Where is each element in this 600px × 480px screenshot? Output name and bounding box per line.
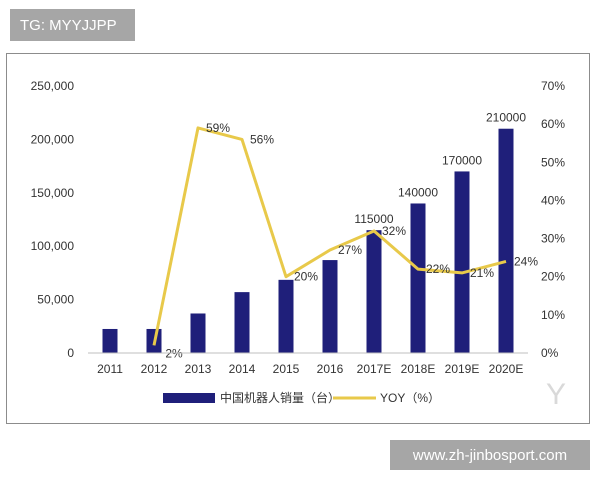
right-tick-label: 70%	[541, 79, 565, 93]
bar	[102, 328, 118, 353]
bar	[322, 260, 338, 353]
x-tick-label: 2011	[97, 362, 123, 376]
left-tick-label: 100,000	[31, 239, 75, 253]
legend-bar-swatch	[163, 393, 215, 403]
bar	[234, 292, 250, 353]
bar	[278, 279, 294, 353]
yoy-value-label: 59%	[206, 121, 230, 135]
bar	[190, 313, 206, 353]
yoy-value-label: 21%	[470, 266, 494, 280]
x-tick-label: 2013	[185, 362, 212, 376]
legend-line-label: YOY（%）	[380, 391, 440, 405]
left-axis: 0 50,000 100,000 150,000 200,000 250,000	[31, 79, 75, 360]
right-tick-label: 40%	[541, 193, 565, 207]
yoy-value-label: 56%	[250, 132, 274, 146]
yoy-value-label: 20%	[294, 270, 318, 284]
bar	[366, 230, 382, 353]
x-tick-label: 2019E	[445, 362, 480, 376]
bar-value-label: 210000	[486, 111, 526, 125]
left-tick-label: 50,000	[37, 293, 74, 307]
yoy-value-label: 22%	[426, 262, 450, 276]
right-axis: 0% 10% 20% 30% 40% 50% 60% 70%	[541, 79, 565, 360]
bar-data-labels: 115000 140000 170000 210000	[354, 111, 526, 226]
yoy-value-label: 32%	[382, 224, 406, 238]
yoy-line	[152, 126, 507, 346]
left-tick-label: 0	[67, 346, 74, 360]
right-tick-label: 30%	[541, 232, 565, 246]
footer-tag: www.zh-jinbosport.com	[390, 440, 590, 470]
x-tick-label: 2018E	[401, 362, 436, 376]
x-tick-label: 2012	[141, 362, 168, 376]
yoy-line-series	[152, 126, 507, 346]
bar	[410, 203, 426, 353]
legend: 中国机器人销量（台） YOY（%）	[163, 390, 440, 405]
x-tick-label: 2014	[229, 362, 256, 376]
bar	[498, 128, 514, 353]
bar-value-label: 140000	[398, 185, 438, 199]
bar-series	[102, 128, 514, 353]
right-tick-label: 10%	[541, 308, 565, 322]
left-tick-label: 200,000	[31, 132, 75, 146]
x-tick-label: 2017E	[357, 362, 392, 376]
bar	[454, 171, 470, 353]
legend-bar-label: 中国机器人销量（台）	[220, 390, 340, 405]
yoy-value-label: 27%	[338, 243, 362, 257]
left-tick-label: 150,000	[31, 186, 75, 200]
x-tick-label: 2015	[273, 362, 300, 376]
right-tick-label: 20%	[541, 270, 565, 284]
yoy-value-label: 24%	[514, 254, 538, 268]
watermark-logo: Y	[545, 378, 566, 411]
header-tag: TG: MYYJJPP	[10, 9, 135, 41]
bar-value-label: 170000	[442, 153, 482, 167]
bar-value-label: 115000	[354, 212, 393, 226]
x-tick-label: 2020E	[489, 362, 524, 376]
right-tick-label: 60%	[541, 117, 565, 131]
right-tick-label: 50%	[541, 155, 565, 169]
right-tick-label: 0%	[541, 346, 559, 360]
left-tick-label: 250,000	[31, 79, 75, 93]
chart-frame	[6, 53, 590, 424]
x-axis: 2011 2012 2013 2014 2015 2016 2017E 2018E 2019E 2…	[88, 352, 528, 376]
x-tick-label: 2016	[317, 362, 344, 376]
